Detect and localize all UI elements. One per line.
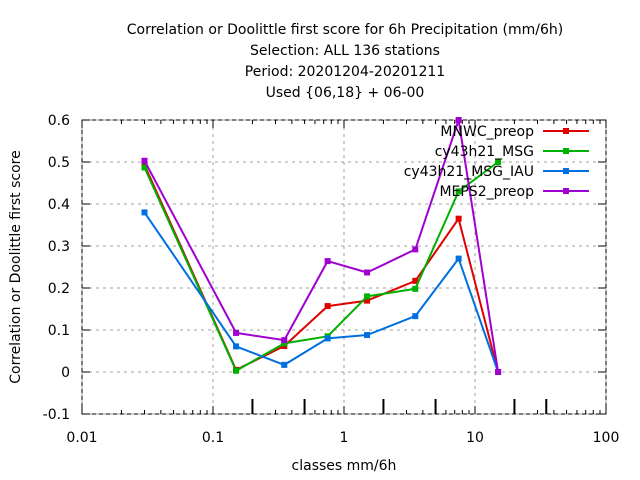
data-point: [412, 246, 419, 253]
data-point: [455, 255, 462, 262]
series-line: [143, 211, 500, 373]
series-lines: [141, 117, 502, 375]
chart-title-line: Used {06,18} + 06-00: [266, 85, 425, 101]
data-point: [364, 293, 371, 300]
data-point: [412, 277, 419, 284]
series-line: [143, 119, 500, 373]
chart-title-line: Correlation or Doolittle first score for…: [127, 22, 564, 38]
y-tick-label: 0.2: [48, 281, 70, 297]
data-point: [495, 159, 502, 165]
x-tick-label: 0.01: [66, 430, 97, 446]
data-point: [495, 369, 502, 375]
y-tick-label: 0.3: [48, 239, 70, 255]
data-point: [141, 164, 148, 171]
data-point: [364, 297, 371, 304]
y-tick-label: 0.4: [48, 197, 70, 213]
x-axis-label: classes mm/6h: [292, 458, 397, 474]
legend-marker: [563, 128, 569, 134]
data-point: [455, 215, 462, 222]
axes: -0.1 0 0.1 0.2 0.3 0.4 0.5 0.6 0.01 0.1 1 10 100 clas…: [8, 113, 619, 474]
data-point: [364, 332, 371, 339]
chart-title-line: Selection: ALL 136 stations: [250, 43, 440, 59]
y-tick-label: 0.1: [48, 323, 70, 339]
chart-title-block: Correlation or Doolittle first score for…: [127, 22, 564, 101]
data-point: [141, 157, 148, 164]
data-point: [324, 258, 331, 265]
legend-label: MNWC_preop: [440, 124, 534, 140]
series-MEPS2_preop: [141, 117, 502, 375]
legend: MNWC_preop cy43h21_MSG cy43h21_MSG_IAU MEPS…: [404, 124, 589, 200]
legend-label: cy43h21_MSG_IAU: [404, 164, 534, 180]
data-point: [233, 343, 240, 350]
series-cy43h21_MSG: [141, 159, 502, 374]
data-point: [141, 209, 148, 216]
data-point: [364, 269, 371, 276]
y-tick-label: 0: [61, 365, 70, 381]
series-line: [143, 161, 499, 372]
data-point: [281, 340, 288, 347]
data-point: [233, 367, 240, 374]
data-point: [412, 285, 419, 292]
legend-label: MEPS2_preop: [439, 184, 534, 200]
data-point: [455, 188, 462, 195]
chart-title-line: Period: 20201204-20201211: [245, 64, 445, 80]
data-point: [412, 313, 419, 320]
y-axis-label: Correlation or Doolittle first score: [8, 150, 24, 383]
data-point: [233, 329, 240, 336]
x-tick-label: 10: [466, 430, 484, 446]
x-tick-label: 1: [340, 430, 349, 446]
legend-marker: [563, 148, 569, 154]
y-tick-label: 0.6: [48, 113, 70, 129]
data-point: [455, 117, 462, 123]
y-tick-label: -0.1: [43, 407, 70, 423]
data-point: [281, 361, 288, 368]
data-point: [281, 337, 288, 344]
data-point: [324, 303, 331, 310]
legend-label: cy43h21_MSG: [435, 144, 534, 160]
legend-marker: [563, 168, 569, 174]
data-point: [324, 335, 331, 342]
x-tick-label: 100: [593, 430, 620, 446]
y-tick-label: 0.5: [48, 155, 70, 171]
legend-marker: [563, 188, 569, 194]
x-tick-label: 0.1: [202, 430, 224, 446]
